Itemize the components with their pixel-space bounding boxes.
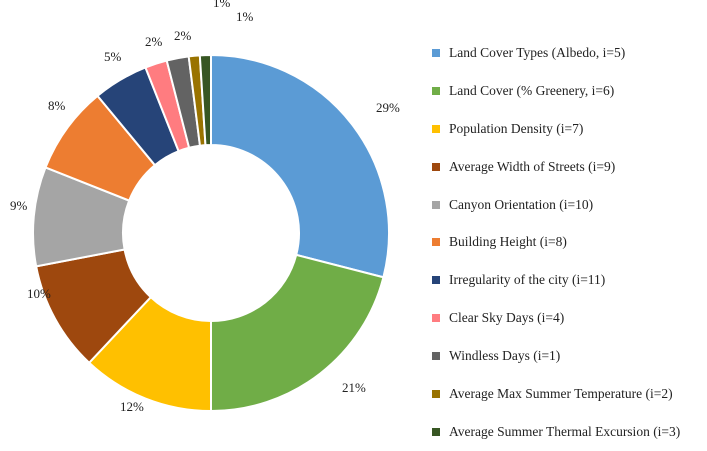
legend-swatch [432, 389, 440, 398]
slice-percentage-label: 5% [104, 49, 122, 64]
legend-item: Building Height (i=8) [432, 223, 704, 261]
legend-item: Irregularity of the city (i=11) [432, 261, 704, 299]
legend-swatch [432, 162, 440, 171]
percentage-labels: 29% 21% 12% 10% 9% 8% 5% 2% 2% 1% 1% [10, 0, 400, 414]
legend-label: Windless Days (i=1) [449, 348, 561, 364]
legend-item: Average Max Summer Temperature (i=2) [432, 375, 704, 413]
legend-item: Canyon Orientation (i=10) [432, 186, 704, 224]
slice-percentage-label: 9% [10, 198, 28, 213]
legend-item: Average Width of Streets (i=9) [432, 148, 704, 186]
slice-percentage-label: 2% [174, 28, 192, 43]
legend-label: Average Max Summer Temperature (i=2) [449, 385, 673, 401]
legend-swatch [432, 314, 440, 323]
slice-percentage-label: 1% [213, 0, 231, 10]
legend-label: Average Width of Streets (i=9) [449, 158, 616, 174]
slice-percentage-label: 12% [120, 399, 144, 414]
legend-label: Building Height (i=8) [449, 234, 567, 250]
legend-swatch [432, 86, 440, 95]
legend-swatch [432, 48, 440, 57]
slice-percentage-label: 10% [27, 286, 51, 301]
legend-item: Land Cover Types (Albedo, i=5) [432, 34, 704, 72]
legend-label: Land Cover (% Greenery, i=6) [449, 82, 615, 98]
legend-swatch [432, 124, 440, 133]
slice-percentage-label: 29% [376, 100, 400, 115]
donut-slice [210, 53, 390, 279]
legend-item: Land Cover (% Greenery, i=6) [432, 72, 704, 110]
legend-swatch [432, 427, 440, 436]
legend-label: Irregularity of the city (i=11) [449, 272, 606, 288]
legend-item: Clear Sky Days (i=4) [432, 299, 704, 337]
legend-label: Population Density (i=7) [449, 120, 584, 136]
donut-slices [32, 53, 390, 413]
legend-swatch [432, 200, 440, 209]
legend-item: Average Summer Thermal Excursion (i=3) [432, 413, 704, 451]
legend-swatch [432, 352, 440, 361]
slice-percentage-label: 21% [342, 380, 366, 395]
slice-percentage-label: 1% [236, 9, 254, 24]
legend-label: Average Summer Thermal Excursion (i=3) [449, 423, 681, 439]
slice-percentage-label: 2% [145, 34, 163, 49]
legend-swatch [432, 276, 440, 285]
legend-swatch [432, 238, 440, 247]
slice-percentage-label: 8% [48, 98, 66, 113]
donut-chart: 29% 21% 12% 10% 9% 8% 5% 2% 2% 1% 1% [10, 0, 400, 414]
legend-label: Canyon Orientation (i=10) [449, 196, 594, 212]
legend-label: Clear Sky Days (i=4) [449, 310, 565, 326]
legend-label: Land Cover Types (Albedo, i=5) [449, 44, 626, 60]
donut-slice [198, 53, 212, 147]
donut-slice [210, 253, 385, 413]
legend-item: Windless Days (i=1) [432, 337, 704, 375]
legend-item: Population Density (i=7) [432, 110, 704, 148]
chart-legend: Land Cover Types (Albedo, i=5) Land Cover… [432, 34, 704, 451]
